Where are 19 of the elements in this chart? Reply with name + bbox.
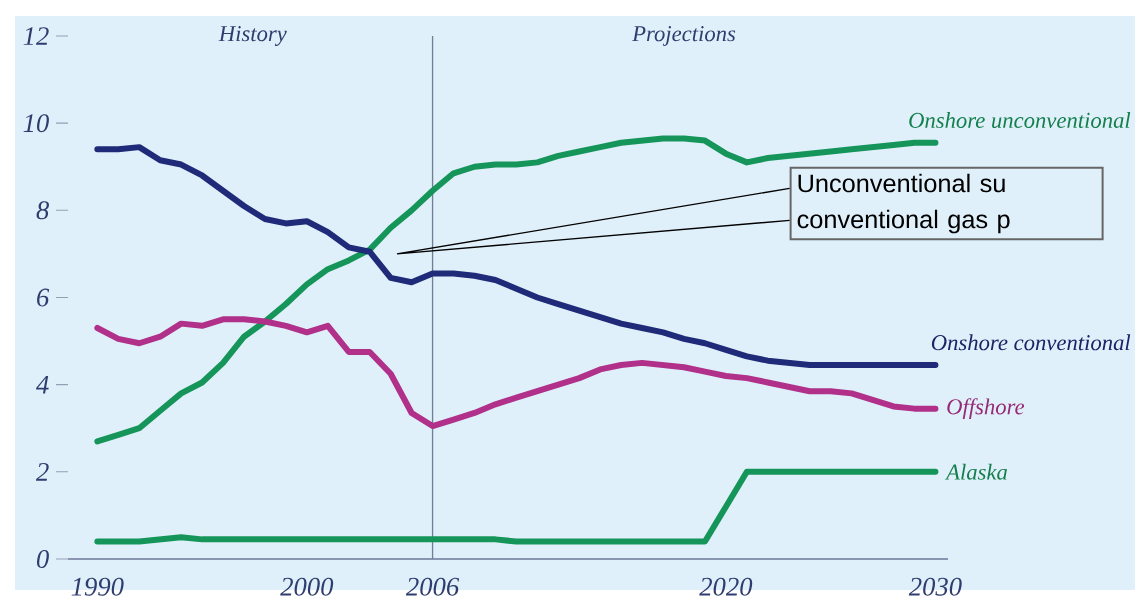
annotation: Projections — [632, 26, 736, 46]
series-label: Alaska — [944, 463, 1007, 480]
series-label: Onshore unconventional — [909, 112, 1131, 129]
series-label: Onshore conventional — [931, 334, 1131, 351]
x-tick-label: 2006 — [405, 577, 460, 596]
x-tick-label: 2000 — [280, 577, 334, 596]
y-tick-label: 4 — [36, 375, 49, 394]
y-tick-label: 6 — [37, 288, 50, 307]
x-tick-label: 2020 — [699, 577, 753, 596]
y-tick-label: 8 — [36, 201, 49, 220]
annotation: History — [218, 26, 287, 46]
y-tick-label: 0 — [37, 549, 49, 568]
annotation: Unconventional su conventional gas p — [797, 173, 1010, 234]
y-tick-label: 2 — [35, 463, 49, 481]
series-label: Offshore — [947, 398, 1025, 420]
x-tick-label: 2030 — [908, 577, 962, 596]
x-tick-label: 1990 — [71, 577, 124, 596]
y-tick-label: 10 — [23, 114, 49, 133]
y-tick-label: 12 — [23, 27, 49, 45]
